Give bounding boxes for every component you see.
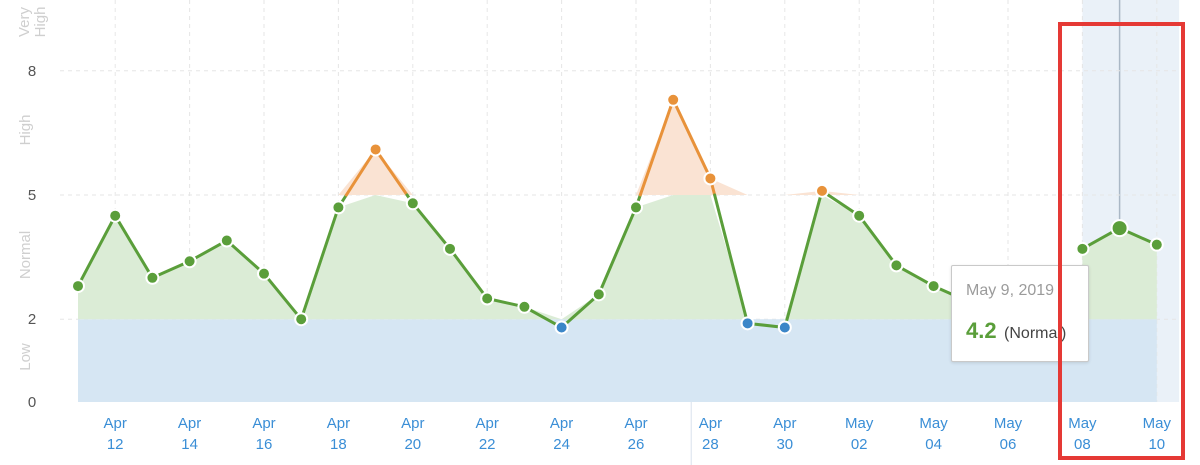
- area-high: [78, 99, 971, 195]
- x-tick-label: Apr: [401, 415, 424, 432]
- tooltip-value-row: 4.2 (Normal): [966, 318, 1088, 344]
- x-tick-label: 20: [404, 436, 421, 453]
- data-point[interactable]: [591, 287, 606, 302]
- data-point[interactable]: [257, 266, 271, 281]
- tooltip-value: 4.2: [966, 318, 997, 343]
- data-point[interactable]: [145, 270, 160, 285]
- series-line: [374, 147, 409, 197]
- series-line: [638, 98, 675, 197]
- data-point[interactable]: [368, 142, 383, 157]
- x-tick-label: Apr: [104, 415, 127, 432]
- band-label-group: Very High: [16, 6, 49, 37]
- series-line: [411, 201, 452, 251]
- data-point[interactable]: [554, 320, 569, 335]
- series-line: [225, 239, 266, 276]
- data-point[interactable]: [629, 200, 643, 215]
- series-line: [522, 305, 564, 329]
- data-point[interactable]: [889, 258, 904, 273]
- x-tick-label: Apr: [624, 415, 647, 432]
- data-point[interactable]: [1075, 241, 1090, 256]
- series-line: [560, 292, 601, 329]
- data-point[interactable]: [182, 254, 197, 269]
- tooltip-level: (Normal): [1004, 325, 1067, 342]
- y-tick-label: 8: [28, 63, 36, 80]
- x-tick-label: 02: [851, 436, 868, 453]
- x-tick-label: May: [919, 415, 948, 432]
- data-point[interactable]: [1110, 219, 1129, 238]
- x-tick-label: Apr: [550, 415, 573, 432]
- data-point[interactable]: [405, 196, 420, 211]
- y-tick-label: 5: [28, 187, 36, 204]
- x-tick-label: Apr: [178, 415, 201, 432]
- data-point[interactable]: [703, 171, 718, 186]
- tooltip-date: May 9, 2019: [966, 282, 1055, 299]
- x-tick-label: 28: [702, 436, 719, 453]
- x-tick-label: 10: [1148, 436, 1165, 453]
- series-line: [76, 214, 117, 288]
- x-axis: Apr 12 Apr 14 Apr 16 Apr 18 Apr 20 Apr 22 Apr 24 Apr 26…: [104, 402, 1172, 465]
- series-line: [857, 214, 898, 267]
- band-label: High: [17, 115, 34, 146]
- data-point[interactable]: [777, 320, 792, 335]
- area-normal: [1082, 228, 1157, 320]
- band-label: Low: [17, 343, 34, 371]
- series-line: [713, 193, 750, 325]
- series-line: [894, 263, 936, 288]
- x-tick-label: 12: [107, 436, 124, 453]
- x-tick-label: 16: [256, 436, 273, 453]
- tooltip: May 9, 2019 4.2 (Normal): [951, 265, 1089, 362]
- band-label: Normal: [17, 231, 34, 279]
- series-line: [113, 214, 154, 280]
- y-tick-label: 0: [28, 394, 36, 411]
- data-point[interactable]: [480, 291, 495, 306]
- data-point[interactable]: [443, 241, 457, 256]
- x-tick-label: Apr: [252, 415, 275, 432]
- data-point[interactable]: [71, 279, 85, 294]
- data-point[interactable]: [666, 92, 681, 107]
- x-tick-label: 24: [553, 436, 570, 453]
- series-line: [299, 205, 340, 321]
- series-line: [597, 205, 638, 296]
- x-tick-label: 06: [1000, 436, 1017, 453]
- y-tick-label: 2: [28, 311, 36, 328]
- data-point[interactable]: [815, 183, 829, 198]
- x-tick-label: May: [994, 415, 1023, 432]
- x-tick-label: Apr: [327, 415, 350, 432]
- area-normal: [78, 195, 971, 320]
- band-label: High: [32, 7, 49, 38]
- x-tick-label: 30: [776, 436, 793, 453]
- x-tick-label: Apr: [773, 415, 796, 432]
- x-tick-label: Apr: [699, 415, 722, 432]
- data-point[interactable]: [852, 208, 867, 223]
- band-label: Very: [16, 6, 33, 37]
- x-tick-label: May: [845, 415, 874, 432]
- data-point[interactable]: [108, 208, 123, 223]
- x-tick-label: 14: [181, 436, 198, 453]
- x-tick-label: Apr: [476, 415, 499, 432]
- x-tick-label: 04: [925, 436, 942, 453]
- data-point[interactable]: [331, 200, 346, 215]
- data-point[interactable]: [740, 316, 755, 331]
- data-point[interactable]: [517, 299, 532, 314]
- series-line: [262, 272, 303, 321]
- highlight-box: [1058, 22, 1185, 460]
- point-layer[interactable]: [71, 92, 1164, 335]
- series-line: [783, 193, 823, 329]
- data-point[interactable]: [926, 279, 941, 294]
- x-tick-label: May: [1143, 415, 1172, 432]
- x-tick-label: 22: [479, 436, 496, 453]
- x-tick-label: May: [1068, 415, 1097, 432]
- data-point[interactable]: [294, 312, 309, 327]
- series-line: [344, 147, 378, 197]
- series-line: [448, 247, 489, 300]
- data-point[interactable]: [219, 233, 234, 248]
- data-point[interactable]: [1149, 237, 1164, 252]
- x-tick-label: 08: [1074, 436, 1091, 453]
- series-line: [188, 239, 229, 263]
- x-tick-label: 26: [628, 436, 645, 453]
- x-tick-label: 18: [330, 436, 347, 453]
- series-line: [671, 98, 712, 180]
